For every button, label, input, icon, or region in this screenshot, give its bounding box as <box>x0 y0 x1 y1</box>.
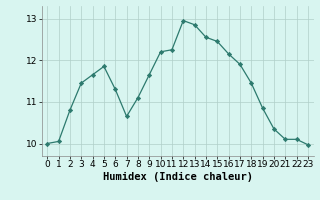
X-axis label: Humidex (Indice chaleur): Humidex (Indice chaleur) <box>103 172 252 182</box>
